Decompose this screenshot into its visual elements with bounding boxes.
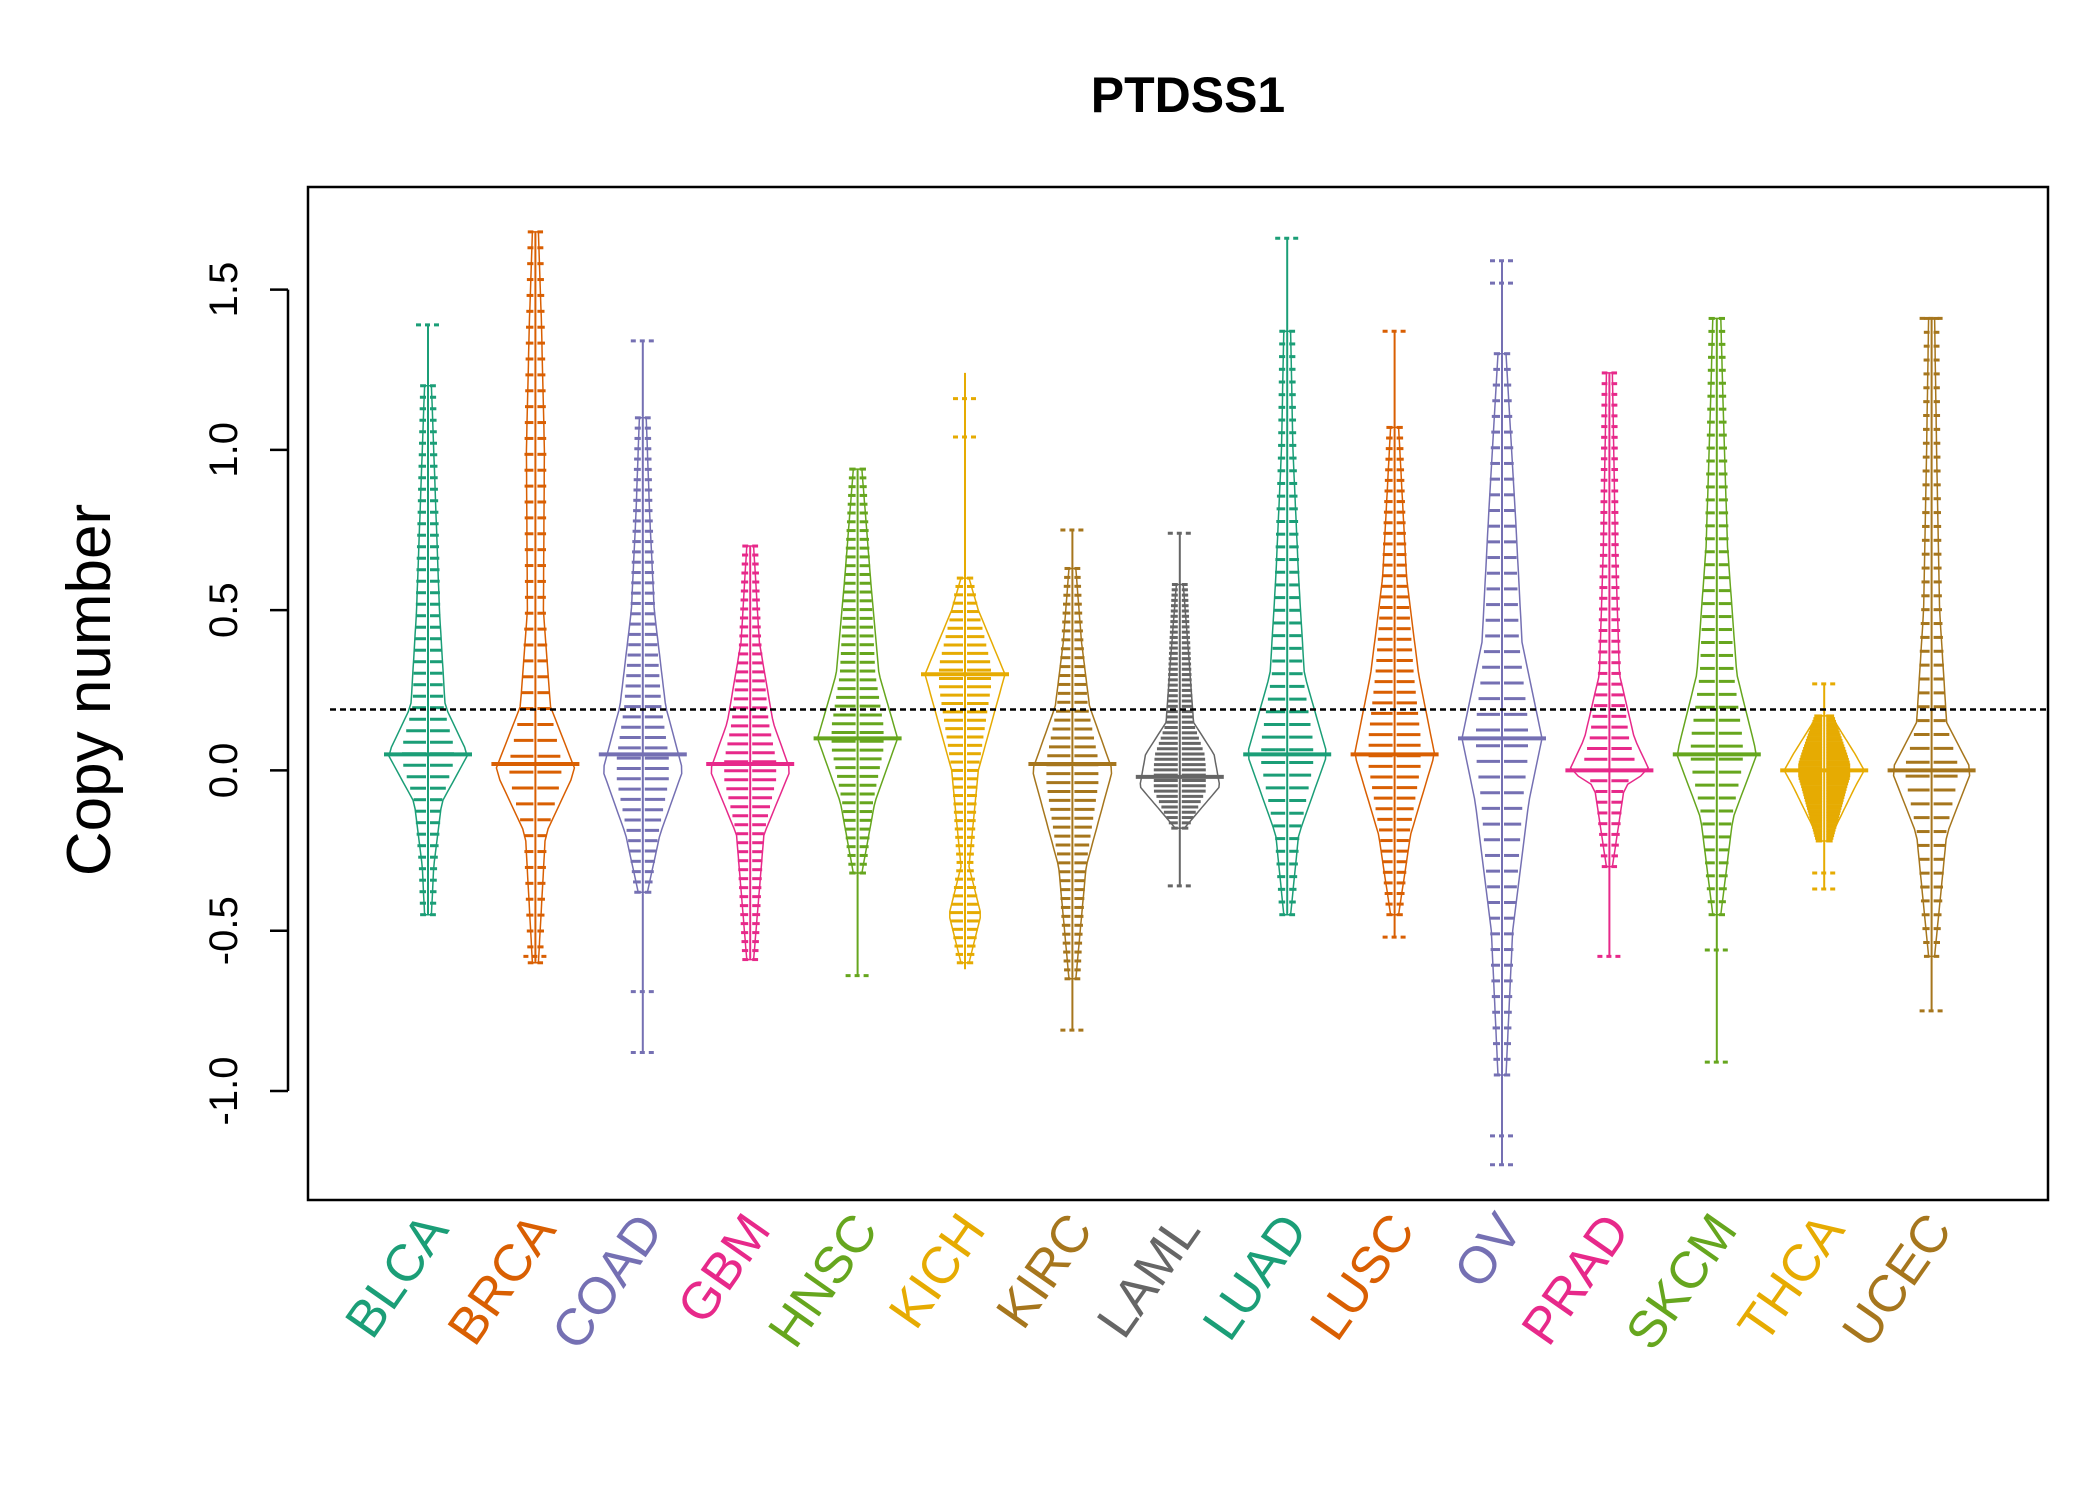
- bean-kirc: [1028, 528, 1117, 1032]
- bean-blca: [384, 323, 472, 917]
- bean-coad: [598, 339, 687, 1055]
- bean-lusc: [1350, 329, 1439, 939]
- chart-title: PTDSS1: [1091, 67, 1286, 123]
- x-tick-label-hnsc: HNSC: [757, 1204, 889, 1358]
- plot-frame: [306, 185, 2050, 1202]
- y-tick-label: 0.0: [202, 743, 246, 799]
- y-tick-label: 1.0: [202, 422, 246, 478]
- bean-plot-series: [384, 230, 1976, 1167]
- x-tick-label-kich: KICH: [878, 1204, 997, 1339]
- y-axis: -1.0 -0.5 0.0 0.5 1.0 1.5: [202, 262, 290, 1126]
- x-tick-label-skcm: SKCM: [1615, 1204, 1749, 1360]
- x-tick-label-thca: THCA: [1727, 1203, 1856, 1352]
- bean-prad: [1565, 371, 1654, 958]
- bean-thca: [1780, 682, 1869, 891]
- y-tick-label: 0.5: [202, 582, 246, 638]
- x-tick-label-laml: LAML: [1086, 1204, 1211, 1349]
- y-tick-label: -0.5: [202, 896, 246, 965]
- bean-brca: [491, 230, 580, 965]
- x-tick-label-blca: BLCA: [334, 1203, 460, 1348]
- x-tick-label-ucec: UCEC: [1831, 1204, 1963, 1358]
- bean-ucec: [1887, 316, 1976, 1013]
- bean-ov: [1458, 259, 1546, 1167]
- bean-gbm: [706, 544, 795, 962]
- y-axis-label: Copy number: [55, 504, 124, 876]
- x-tick-label-coad: COAD: [541, 1204, 675, 1360]
- x-tick-label-lusc: LUSC: [1299, 1204, 1426, 1351]
- bean-luad: [1243, 236, 1332, 917]
- x-tick-label-luad: LUAD: [1192, 1204, 1319, 1351]
- y-tick-label: -1.0: [202, 1057, 246, 1126]
- y-tick-label: 1.5: [202, 262, 246, 318]
- x-tick-label-kirc: KIRC: [985, 1204, 1104, 1339]
- bean-laml: [1135, 531, 1224, 888]
- bean-kich: [921, 372, 1009, 970]
- bean-hnsc: [813, 467, 902, 978]
- bean-skcm: [1672, 316, 1761, 1064]
- x-tick-label-ov: OV: [1443, 1203, 1534, 1298]
